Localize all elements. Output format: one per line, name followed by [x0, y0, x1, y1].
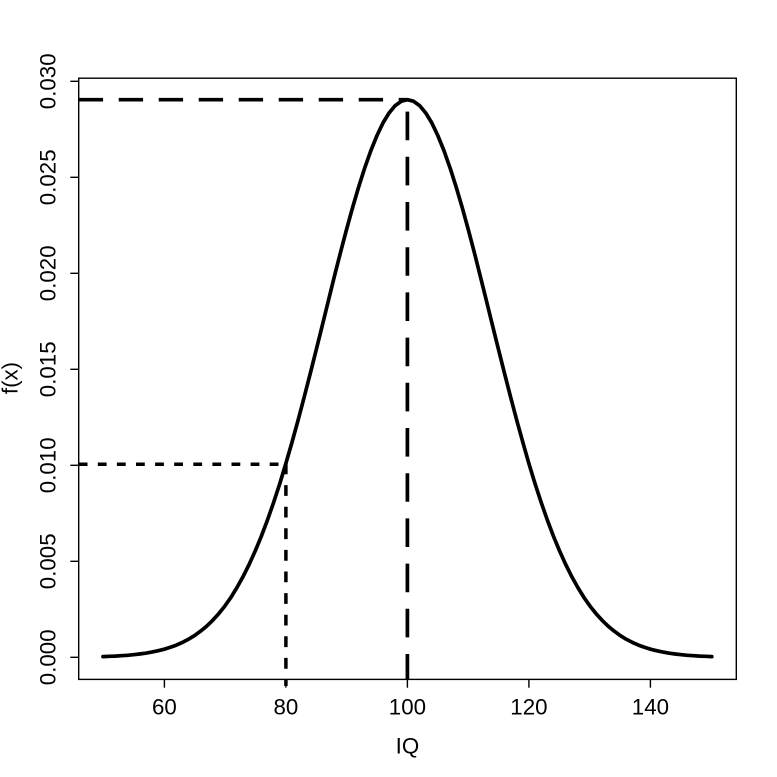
svg-text:0.030: 0.030 [36, 53, 61, 109]
svg-text:0.015: 0.015 [36, 341, 61, 397]
svg-text:140: 140 [632, 694, 669, 719]
svg-text:IQ: IQ [396, 734, 420, 759]
svg-text:0.010: 0.010 [36, 437, 61, 493]
svg-text:f(x): f(x) [0, 362, 23, 394]
svg-text:0.000: 0.000 [36, 629, 61, 685]
svg-text:100: 100 [389, 694, 426, 719]
svg-text:0.005: 0.005 [36, 533, 61, 589]
svg-text:0.025: 0.025 [36, 149, 61, 205]
svg-text:80: 80 [273, 694, 298, 719]
svg-text:0.020: 0.020 [36, 245, 61, 301]
svg-text:60: 60 [152, 694, 177, 719]
svg-text:120: 120 [510, 694, 547, 719]
